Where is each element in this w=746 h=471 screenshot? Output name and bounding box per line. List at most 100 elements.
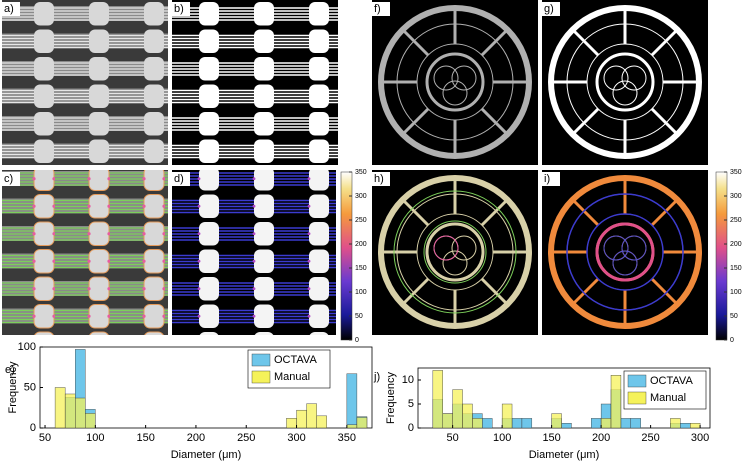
colorbar-tick-label: 50 bbox=[730, 313, 738, 320]
legend-swatch bbox=[251, 370, 271, 384]
panel-label: c) bbox=[4, 173, 13, 185]
x-axis-label: Diameter (μm) bbox=[171, 449, 242, 461]
colorbar-tick-label: 200 bbox=[730, 241, 742, 248]
hist-bar bbox=[286, 418, 297, 429]
panel-label: i) bbox=[544, 173, 550, 185]
colorbar-tick-label: 350 bbox=[730, 169, 742, 176]
hist-bar bbox=[452, 389, 463, 429]
hist-bar bbox=[472, 418, 483, 429]
hist-bar bbox=[482, 418, 493, 429]
x-tick-label: 300 bbox=[287, 432, 305, 444]
hist-bar bbox=[296, 409, 307, 429]
hist-bar bbox=[316, 415, 327, 429]
y-tick-label: 10 bbox=[402, 374, 414, 386]
colorbar bbox=[340, 171, 353, 341]
hist-bar bbox=[75, 397, 86, 429]
y-tick-label: 5 bbox=[408, 398, 414, 410]
label-box bbox=[172, 172, 190, 186]
x-tick-label: 150 bbox=[542, 432, 560, 444]
image-h bbox=[372, 170, 538, 335]
hist-bar bbox=[432, 370, 443, 429]
image-a bbox=[2, 0, 168, 165]
hist-bar bbox=[591, 418, 602, 429]
x-tick-label: 200 bbox=[592, 432, 610, 444]
hist-bar bbox=[551, 413, 562, 429]
panel-label: b) bbox=[174, 3, 184, 15]
hist-bar bbox=[442, 413, 453, 429]
colorbar-tick-label: 50 bbox=[355, 313, 363, 320]
hist-bar bbox=[54, 387, 66, 429]
label-box bbox=[542, 2, 560, 16]
colorbar-tick-label: 350 bbox=[355, 169, 367, 176]
label-box bbox=[2, 172, 20, 186]
hist-bar bbox=[85, 413, 96, 429]
label-box bbox=[372, 370, 390, 384]
hist-bar bbox=[511, 418, 523, 429]
label-box bbox=[2, 2, 20, 16]
hist-bar bbox=[356, 417, 368, 429]
y-tick-label: 0 bbox=[408, 422, 414, 434]
x-tick-label: 250 bbox=[237, 432, 255, 444]
panel-label: e) bbox=[5, 364, 15, 376]
label-box bbox=[172, 2, 190, 16]
legend-label: Manual bbox=[650, 392, 686, 404]
y-tick-label: 50 bbox=[24, 381, 36, 393]
image-d bbox=[172, 170, 336, 335]
colorbar-tick-label: 200 bbox=[355, 241, 367, 248]
legend-label: OCTAVA bbox=[650, 375, 693, 387]
x-tick-label: 50 bbox=[39, 432, 51, 444]
hist-bar bbox=[630, 418, 641, 429]
colorbar-tick-label: 250 bbox=[730, 217, 742, 224]
panel-label: g) bbox=[544, 3, 554, 15]
colorbar-tick-label: 300 bbox=[730, 193, 742, 200]
hist-bar bbox=[501, 403, 513, 429]
panel-label: h) bbox=[374, 173, 384, 185]
hist-bar bbox=[346, 373, 358, 429]
hist-bar bbox=[610, 375, 622, 429]
label-box bbox=[542, 172, 560, 186]
x-tick-label: 300 bbox=[691, 432, 709, 444]
hist-bar bbox=[521, 418, 533, 429]
hist-bar bbox=[600, 418, 612, 429]
x-tick-label: 150 bbox=[136, 432, 154, 444]
hist-bar bbox=[64, 393, 76, 429]
colorbar bbox=[715, 171, 728, 341]
colorbar-tick-label: 250 bbox=[355, 217, 367, 224]
colorbar-tick-label: 100 bbox=[355, 289, 367, 296]
hist-bar bbox=[690, 423, 701, 429]
image-i bbox=[542, 170, 708, 335]
legend-swatch bbox=[251, 353, 271, 367]
hist-bar bbox=[306, 403, 317, 429]
hist-bar bbox=[620, 418, 632, 429]
hist-bar bbox=[670, 418, 681, 429]
x-tick-label: 250 bbox=[641, 432, 659, 444]
image-b bbox=[172, 0, 338, 165]
image-g bbox=[542, 0, 708, 165]
panel-label: a) bbox=[4, 3, 14, 15]
colorbar-tick-label: 0 bbox=[730, 337, 734, 344]
x-tick-label: 100 bbox=[493, 432, 511, 444]
label-box bbox=[372, 2, 390, 16]
hist-bar bbox=[680, 423, 691, 429]
hist-bar bbox=[462, 403, 473, 429]
legend-label: Manual bbox=[274, 371, 310, 383]
colorbar-tick-label: 300 bbox=[355, 193, 367, 200]
legend-swatch bbox=[627, 391, 647, 405]
x-axis-label: Diameter (μm) bbox=[529, 449, 600, 461]
image-c bbox=[2, 170, 168, 335]
y-axis-label: Frequency bbox=[385, 372, 397, 424]
hist-bar bbox=[346, 424, 358, 429]
legend-label: OCTAVA bbox=[274, 354, 317, 366]
colorbar-tick-label: 0 bbox=[355, 337, 359, 344]
label-box bbox=[3, 363, 21, 377]
y-tick-label: 0 bbox=[30, 422, 36, 434]
y-axis-label: Frequency bbox=[7, 361, 19, 413]
legend-swatch bbox=[627, 374, 647, 388]
colorbar-tick-label: 150 bbox=[730, 265, 742, 272]
y-tick-label: 100 bbox=[18, 341, 36, 353]
panel-label: d) bbox=[174, 173, 184, 185]
x-tick-label: 200 bbox=[187, 432, 205, 444]
image-f bbox=[372, 0, 538, 165]
panel-label: f) bbox=[374, 3, 381, 15]
